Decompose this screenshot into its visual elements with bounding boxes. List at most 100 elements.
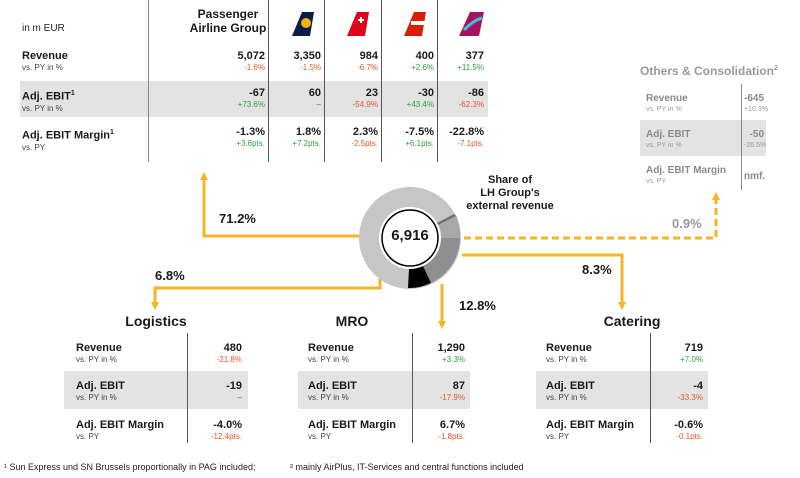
catering-row-margin: Adj. EBIT Margin vs. PY (546, 419, 634, 442)
others-title: Others & Consolidation2 (640, 64, 778, 78)
unit-label: in m EUR (22, 23, 65, 34)
cell-value: -4 (693, 380, 703, 392)
cell-value: nmf. (744, 171, 766, 182)
mro-row-margin: Adj. EBIT Margin vs. PY (308, 419, 396, 442)
pag-cell: 2.3% -2.5pts. (327, 126, 378, 149)
row-sublabel: vs. PY (22, 142, 46, 152)
cell-change: +43.4% (406, 100, 434, 109)
catering-title: Catering (603, 313, 661, 329)
pag-cell: 984 -6.7% (327, 50, 378, 73)
lufthansa-tail-icon (292, 12, 314, 36)
share-pag: 71.2% (219, 211, 256, 226)
pag-separator (268, 0, 269, 162)
row-sublabel: vs. PY (76, 432, 100, 441)
cell-change: +2.6% (411, 63, 434, 72)
others-cell: nmf. (744, 170, 766, 183)
row-sublabel: vs. PY in % (308, 355, 349, 364)
row-label: Adj. EBIT (76, 380, 125, 392)
row-label: Adj. EBIT (22, 90, 71, 103)
logistics-row-ebit: Adj. EBIT vs. PY in % (76, 380, 125, 403)
cell-change: -6.7% (357, 63, 378, 72)
others-title-text: Others & Consolidation (640, 64, 775, 78)
others-table: Revenue vs. PY in % -645 +10.3% Adj. EBI… (640, 84, 768, 190)
pag-cell: 1.8% +7.2pts. (270, 126, 321, 149)
mro-table: Revenue vs. PY in % 1,290 +3.3% Adj. EBIT v… (298, 333, 470, 443)
cell-change: +7.0% (680, 355, 703, 364)
pag-header: Passenger Airline Group (189, 7, 267, 35)
row-label: Adj. EBIT Margin (546, 419, 634, 431)
mro-cell: 6.7% -1.8pts. (415, 419, 465, 442)
pag-cell: -7.5% +6.1pts. (383, 126, 434, 149)
donut-segment-catering (438, 215, 461, 238)
cell-value: -50 (749, 129, 764, 140)
arrow-to-logistics (151, 262, 382, 310)
cell-change: -7.1pts. (457, 139, 484, 148)
cell-value: 1.8% (295, 126, 321, 138)
footnote-1: ¹ Sun Express und SN Brussels proportion… (4, 462, 256, 472)
cell-change: -26.5% (744, 142, 767, 149)
row-label: Adj. EBIT Margin (22, 129, 110, 142)
mro-row-ebit: Adj. EBIT vs. PY in % (308, 380, 357, 403)
row-sublabel: vs. PY in % (646, 106, 682, 113)
cell-value: -86 (468, 87, 484, 99)
catering-separator (650, 333, 651, 443)
cell-change: +73.6% (237, 100, 265, 109)
cell-value: 6.7% (439, 419, 465, 431)
row-label: Revenue (308, 342, 354, 354)
row-sublabel: vs. PY in % (22, 63, 63, 72)
cell-change: – (316, 100, 321, 109)
cell-change: -2.5pts. (351, 139, 378, 148)
cell-change: +3.6pts. (236, 139, 265, 148)
austrian-tail-icon (404, 12, 426, 36)
cell-value: -19 (226, 380, 242, 392)
cell-change: +7.2pts. (292, 139, 321, 148)
row-label: Revenue (22, 50, 68, 62)
cell-value: 1,290 (437, 342, 465, 354)
pag-row-ebit: Adj. EBIT1 vs. PY in % (22, 87, 75, 114)
cell-change: +10.3% (744, 106, 768, 113)
row-sublabel: vs. PY in % (308, 393, 349, 402)
pag-separator (381, 0, 382, 162)
row-sublabel: vs. PY in % (76, 393, 117, 402)
cell-change: -54.9% (352, 100, 378, 109)
logistics-table: Revenue vs. PY in % 480 -21.8% Adj. EBIT vs… (64, 333, 248, 443)
catering-row-ebit: Adj. EBIT vs. PY in % (546, 380, 595, 403)
pag-cell: 60– (270, 87, 321, 110)
share-others: 0.9% (672, 216, 702, 231)
catering-table: Revenue vs. PY in % 719 +7.0% Adj. EBIT vs.… (536, 333, 708, 443)
cell-value: 984 (359, 50, 378, 62)
logistics-cell: 480 -21.8% (190, 342, 242, 365)
mro-row-revenue: Revenue vs. PY in % (308, 342, 354, 365)
row-label: Adj. EBIT Margin (308, 419, 396, 431)
cell-change: -62.3% (458, 100, 484, 109)
row-sublabel: vs. PY in % (546, 393, 587, 402)
row-label: Adj. EBIT (646, 129, 691, 140)
caption-line: Share of (487, 174, 532, 186)
mro-cell: 1,290 +3.3% (415, 342, 465, 365)
catering-cell: -4 -33.3% (653, 380, 703, 403)
row-label: Revenue (76, 342, 122, 354)
mro-ebit-row-bg (298, 371, 470, 409)
cell-value: 719 (684, 342, 703, 354)
cell-value: -67 (249, 87, 265, 99)
cell-change: -0.1pts. (676, 432, 703, 441)
pag-separator (148, 0, 149, 162)
row-sublabel: vs. PY in % (646, 142, 682, 149)
pag-cell: 3,350 -1.5% (270, 50, 321, 73)
cell-change: – (237, 393, 242, 402)
cell-value: 480 (223, 342, 242, 354)
row-sublabel: vs. PY (646, 178, 667, 185)
catering-cell: -0.6% -0.1pts. (653, 419, 703, 442)
cell-change: -17.9% (439, 393, 465, 402)
cell-value: -22.8% (449, 126, 484, 138)
others-separator (741, 84, 742, 190)
arrow-to-catering (462, 253, 626, 310)
row-sublabel: vs. PY in % (22, 103, 63, 113)
pag-cell: -30 +43.4% (383, 87, 434, 110)
logistics-title: Logistics (125, 313, 187, 329)
mro-separator (412, 333, 413, 443)
pag-cell: -86 -62.3% (439, 87, 484, 110)
pag-cell: -1.3% +3.6pts. (190, 126, 265, 149)
donut-segment-others (437, 214, 456, 225)
cell-value: 2.3% (352, 126, 378, 138)
